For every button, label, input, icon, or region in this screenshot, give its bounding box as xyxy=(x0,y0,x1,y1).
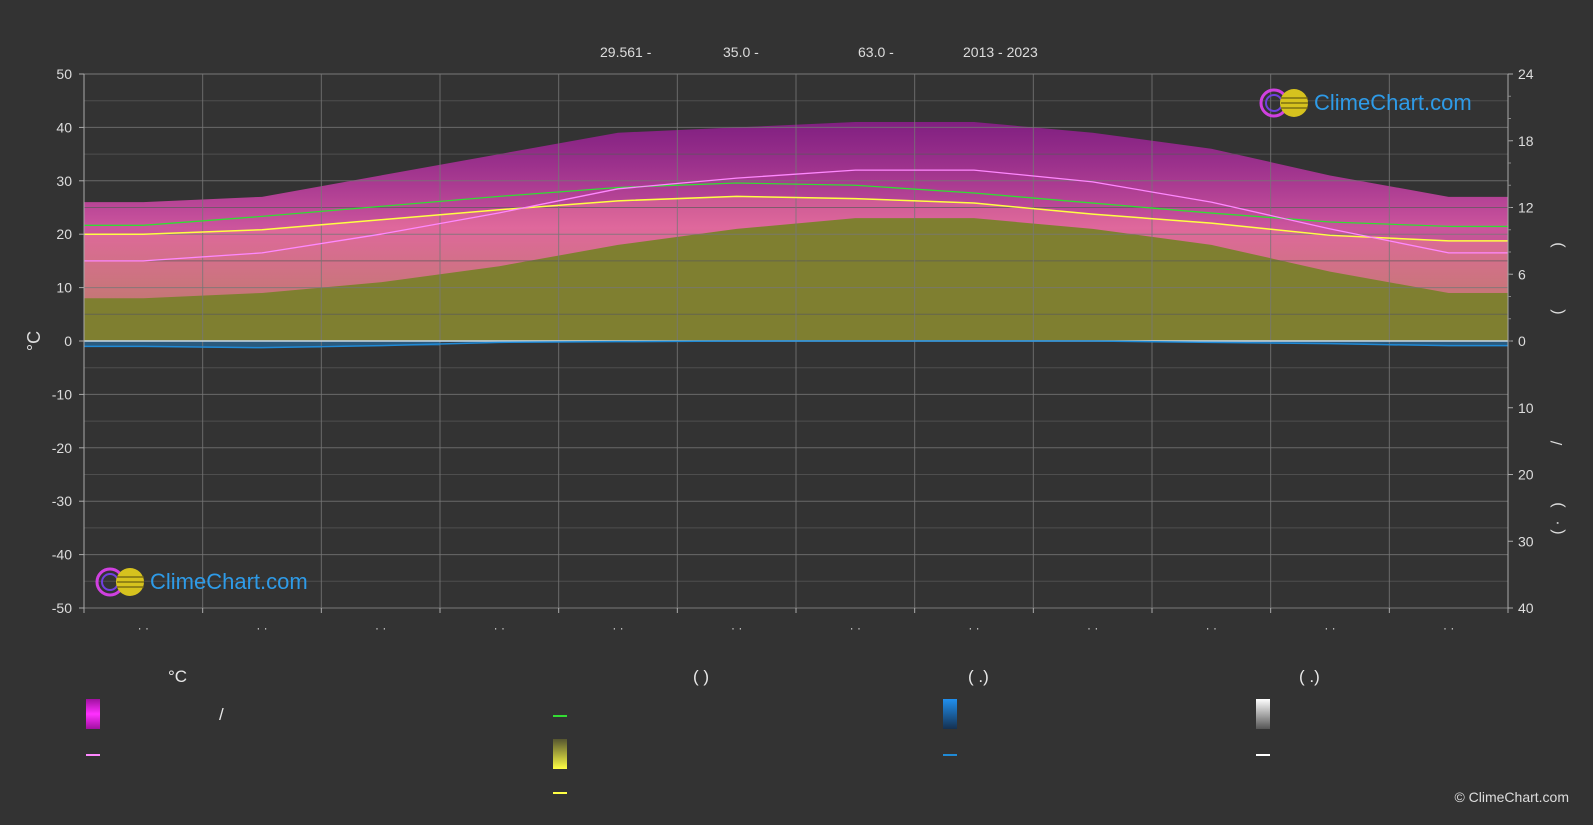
month-tick-label: · · xyxy=(1324,621,1335,635)
right-axis-label-char: ) xyxy=(1549,242,1566,247)
month-tick-label: · · xyxy=(1087,621,1098,635)
left-tick-label: -40 xyxy=(52,547,72,563)
legend-snow-line xyxy=(1256,754,1270,756)
left-tick-label: -50 xyxy=(52,600,72,616)
logo-text: ClimeChart.com xyxy=(1314,90,1472,115)
precipitation-line xyxy=(84,340,1508,349)
legend-rain-title: ( .) xyxy=(968,667,989,686)
right-tick-label: 40 xyxy=(1518,600,1534,616)
logo-top[interactable]: ClimeChart.com xyxy=(1258,86,1472,120)
legend-sunshine-line xyxy=(553,792,567,794)
month-tick-label: · · xyxy=(256,621,267,635)
right-axis-label-char: / xyxy=(1549,440,1566,445)
month-tick-label: · · xyxy=(850,621,861,635)
right-axis-label-char: · xyxy=(1549,520,1566,525)
precipitation-bar xyxy=(1270,341,1390,344)
left-tick-label: 10 xyxy=(56,280,72,296)
left-tick-label: 30 xyxy=(56,173,72,189)
left-tick-label: 0 xyxy=(64,333,72,349)
header-latitude: 29.561 - xyxy=(600,44,652,60)
legend-temp-range-swatch xyxy=(86,699,100,729)
precipitation-bar xyxy=(1389,341,1508,346)
precipitation-bar xyxy=(202,341,322,348)
right-tick-label: 30 xyxy=(1518,533,1534,549)
month-tick-label: · · xyxy=(968,621,979,635)
right-axis-label-char: ( xyxy=(1549,529,1566,535)
right-tick-label: 6 xyxy=(1518,266,1526,282)
legend-daylight-line xyxy=(553,715,567,717)
right-tick-label: 10 xyxy=(1518,400,1534,416)
left-axis-label: °C xyxy=(24,331,44,351)
left-tick-label: -30 xyxy=(52,493,72,509)
precipitation-bar xyxy=(84,341,203,347)
month-tick-label: · · xyxy=(375,621,386,635)
legend-rain-line xyxy=(943,754,957,756)
logo-bottom[interactable]: ClimeChart.com xyxy=(94,565,308,599)
legend-avg-max-line xyxy=(86,754,100,756)
logo-icon xyxy=(95,567,144,597)
legend-temperature-title: °C xyxy=(168,667,188,686)
right-axis-label-char: ) xyxy=(1549,502,1566,507)
left-tick-label: 40 xyxy=(56,119,72,135)
logo-text: ClimeChart.com xyxy=(150,569,308,594)
legend-sunshine-swatch xyxy=(553,739,567,769)
logo-icon xyxy=(1259,88,1308,118)
month-tick-label: · · xyxy=(1206,621,1217,635)
copyright: © ClimeChart.com xyxy=(1454,789,1569,805)
left-tick-label: 50 xyxy=(56,66,72,82)
month-tick-label: · · xyxy=(138,621,149,635)
right-tick-label: 18 xyxy=(1518,133,1534,149)
legend-snow-title: ( .) xyxy=(1299,667,1320,686)
header-elevation: 63.0 - xyxy=(858,44,894,60)
right-tick-label: 12 xyxy=(1518,200,1534,216)
right-axis-label-char: ( xyxy=(1549,309,1566,315)
right-tick-label: 0 xyxy=(1518,333,1526,349)
legend-rain-swatch xyxy=(943,699,957,729)
left-tick-label: -20 xyxy=(52,440,72,456)
legend-sun-title: ( ) xyxy=(693,667,710,686)
month-tick-label: · · xyxy=(1443,621,1454,635)
legend-temp-slash: / xyxy=(219,705,224,724)
month-tick-label: · · xyxy=(494,621,505,635)
month-tick-label: · · xyxy=(731,621,742,635)
left-tick-label: 20 xyxy=(56,226,72,242)
header-years: 2013 - 2023 xyxy=(963,44,1038,60)
header-longitude: 35.0 - xyxy=(723,44,759,60)
right-tick-label: 24 xyxy=(1518,66,1534,82)
avg-max-temp-line xyxy=(84,169,1508,262)
precipitation-bar xyxy=(321,341,440,346)
right-tick-label: 20 xyxy=(1518,467,1534,483)
month-tick-label: · · xyxy=(612,621,623,635)
sunshine-line xyxy=(84,195,1508,242)
left-tick-label: -10 xyxy=(52,386,72,402)
legend-snow-swatch xyxy=(1256,699,1270,729)
daylight-line xyxy=(84,182,1508,228)
